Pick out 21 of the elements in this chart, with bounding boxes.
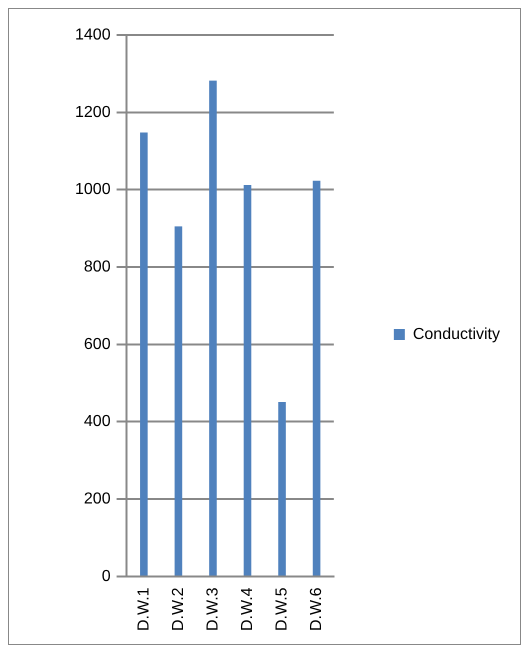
bar — [174, 226, 182, 576]
x-tick-label: D.W.3 — [204, 587, 222, 631]
x-tick-label: D.W.5 — [273, 587, 290, 631]
bar — [209, 80, 217, 576]
bar — [278, 402, 286, 576]
bar — [140, 132, 148, 576]
y-tick-label: 800 — [84, 258, 111, 276]
y-tick-label: 600 — [84, 336, 111, 353]
y-tick-label: 1200 — [75, 104, 111, 121]
x-tick-label: D.W.1 — [135, 587, 152, 631]
bar — [244, 185, 252, 576]
x-tick-label: D.W.4 — [238, 587, 256, 631]
y-tick-label: 0 — [102, 568, 111, 585]
y-tick-label: 400 — [84, 413, 111, 430]
bar — [312, 180, 320, 576]
x-tick-label: D.W.2 — [170, 587, 187, 631]
legend-label: Conductivity — [412, 326, 500, 343]
y-tick-label: 1400 — [75, 26, 111, 44]
y-tick-label: 200 — [84, 490, 111, 508]
x-tick-label: D.W.6 — [308, 587, 325, 631]
y-tick-label: 1000 — [75, 181, 111, 198]
